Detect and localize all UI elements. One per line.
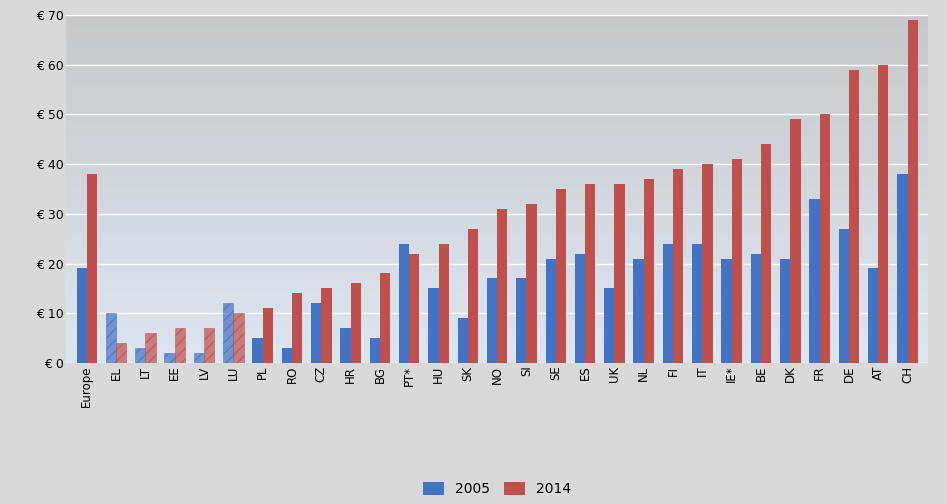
- Legend: 2005, 2014: 2005, 2014: [418, 477, 577, 502]
- Bar: [165, 353, 175, 363]
- Bar: [438, 243, 449, 363]
- Bar: [575, 254, 585, 363]
- Bar: [907, 20, 918, 363]
- Bar: [545, 259, 556, 363]
- Bar: [350, 283, 361, 363]
- Bar: [282, 348, 292, 363]
- Bar: [253, 338, 262, 363]
- Bar: [663, 243, 673, 363]
- Bar: [399, 243, 409, 363]
- Bar: [878, 65, 888, 363]
- Bar: [468, 229, 478, 363]
- Bar: [849, 70, 859, 363]
- Bar: [233, 313, 243, 363]
- Bar: [106, 313, 116, 363]
- Bar: [311, 303, 321, 363]
- Bar: [175, 328, 185, 363]
- Bar: [839, 229, 849, 363]
- Bar: [409, 254, 420, 363]
- Bar: [732, 159, 742, 363]
- Bar: [751, 254, 761, 363]
- Bar: [204, 328, 214, 363]
- Bar: [262, 308, 273, 363]
- Bar: [135, 348, 146, 363]
- Bar: [321, 288, 331, 363]
- Bar: [819, 114, 830, 363]
- Bar: [585, 184, 596, 363]
- Bar: [340, 328, 350, 363]
- Bar: [604, 288, 615, 363]
- Bar: [87, 174, 98, 363]
- Bar: [673, 169, 684, 363]
- Bar: [615, 184, 625, 363]
- Bar: [497, 209, 508, 363]
- Bar: [516, 278, 527, 363]
- Bar: [810, 199, 819, 363]
- Bar: [634, 259, 644, 363]
- Bar: [380, 274, 390, 363]
- Bar: [77, 269, 87, 363]
- Bar: [428, 288, 438, 363]
- Bar: [703, 164, 713, 363]
- Bar: [780, 259, 791, 363]
- Bar: [692, 243, 703, 363]
- Bar: [868, 269, 878, 363]
- Bar: [369, 338, 380, 363]
- Bar: [791, 119, 800, 363]
- Bar: [556, 189, 566, 363]
- Bar: [722, 259, 732, 363]
- Bar: [146, 333, 155, 363]
- Bar: [194, 353, 204, 363]
- Bar: [761, 144, 771, 363]
- Bar: [457, 318, 468, 363]
- Bar: [292, 293, 302, 363]
- Bar: [527, 204, 537, 363]
- Bar: [644, 179, 654, 363]
- Bar: [223, 303, 233, 363]
- Bar: [487, 278, 497, 363]
- Bar: [116, 343, 126, 363]
- Bar: [898, 174, 907, 363]
